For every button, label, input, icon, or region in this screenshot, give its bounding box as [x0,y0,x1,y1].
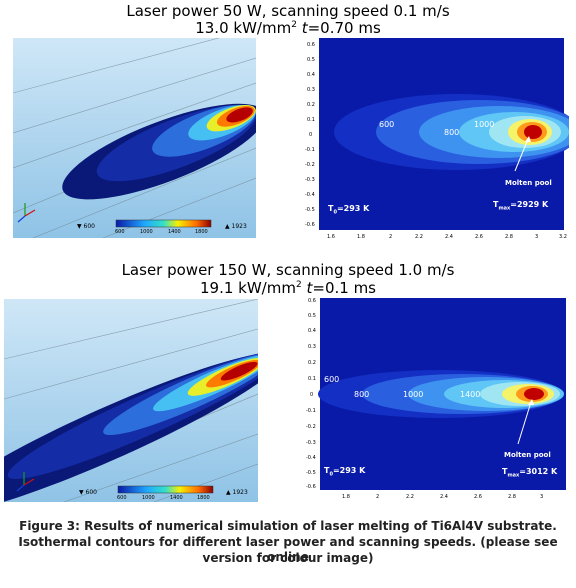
bottom-3d-view: ▼ 600 ▲ 1923 600 1000 1400 1800 [4,299,258,502]
top-ytick-0: 0.6 [307,42,315,48]
top-title-flux-sup: 2 [291,20,297,30]
top-ytick-6: 0 [309,132,313,138]
top-ytick-5: 0.1 [307,117,315,123]
bottom-t0-label: T0=293 K [324,466,366,478]
top-xtick-0: 1.6 [327,234,335,240]
top-3d-view: ▼ 600 ▲ 1923 600 1000 1400 1800 [13,38,256,238]
bottom-ytick-9: -0.3 [306,440,316,446]
bottom-xtick-4: 2.6 [474,494,482,500]
bottom-legend-min: ▼ 600 [79,489,97,496]
bottom-ytick-7: -0.1 [306,408,316,414]
bottom-tmax-label: Tmax=3012 K [502,467,558,479]
top-ytick-9: -0.3 [305,177,315,183]
top-title-line1: Laser power 50 W, scanning speed 0.1 m/s [126,2,450,20]
top-ytick-12: -0.6 [305,222,315,228]
top-ytick-10: -0.4 [305,192,315,198]
top-title-line2: 13.0 kW/mm2 t=0.70 ms [0,20,576,37]
bottom-cbar-tick-3: 1400 [170,495,183,501]
bottom-ytick-11: -0.5 [306,470,316,476]
top-title-time: =0.70 ms [307,19,381,37]
top-2d-map: 0.6 0.5 0.4 0.3 0.2 0.1 0 -0.1 -0.2 -0.3… [289,38,576,243]
bottom-xtick-3: 2.4 [440,494,448,500]
top-xtick-1: 1.8 [357,234,365,240]
bottom-title-time: =0.1 ms [312,279,376,297]
top-contour-label-1000: 1000 [474,120,495,129]
bottom-ytick-12: -0.6 [306,484,316,490]
top-ytick-4: 0.2 [307,102,315,108]
bottom-contour-label-1400: 1400 [460,390,481,399]
figure-caption-line3: version for colour image) [202,551,374,565]
top-cbar-tick-2: 1000 [140,229,153,235]
top-xtick-4: 2.4 [445,234,453,240]
bottom-cbar-tick-4: 1800 [197,495,210,501]
top-t0-label: T0=293 K [328,204,370,216]
top-legend-min: ▼ 600 [77,223,95,230]
top-molten-pool-label: Molten pool [505,179,552,187]
top-xtick-3: 2.2 [415,234,423,240]
top-ytick-1: 0.5 [307,57,315,63]
bottom-cbar-tick-2: 1000 [142,495,155,501]
figure-caption-line1: Figure 3: Results of numerical simulatio… [19,519,557,533]
bottom-xtick-5: 2.8 [508,494,516,500]
top-xtick-8: 3.2 [559,234,567,240]
bottom-ytick-4: 0.2 [308,360,316,366]
bottom-title-time-symbol: t [306,279,313,297]
bottom-xtick-2: 2.2 [406,494,414,500]
top-tmax-label: Tmax=2929 K [493,200,549,212]
top-cbar-tick-1: 600 [115,229,125,235]
bottom-title-line2: 19.1 kW/mm2 t=0.1 ms [0,280,576,297]
top-contour-label-800: 800 [444,128,460,137]
bottom-ytick-6: 0 [310,392,314,398]
bottom-xtick-6: 3 [540,494,544,500]
bottom-ytick-3: 0.3 [308,344,316,350]
bottom-ytick-0: 0.6 [308,298,316,304]
bottom-legend-max: ▲ 1923 [226,489,248,496]
bottom-cbar-tick-1: 600 [117,495,127,501]
top-ytick-7: -0.1 [305,147,315,153]
top-ytick-11: -0.5 [305,207,315,213]
axis-triad-icon [16,472,35,492]
bottom-molten-pool-label: Molten pool [504,451,551,459]
top-cbar-tick-3: 1400 [168,229,181,235]
bottom-ytick-1: 0.5 [308,313,316,319]
bottom-contour-label-1000: 1000 [403,390,424,399]
bottom-2d-map: 0.6 0.5 0.4 0.3 0.2 0.1 0 -0.1 -0.2 -0.3… [290,298,570,504]
top-ytick-3: 0.3 [307,87,315,93]
top-title-flux: 13.0 kW/mm [195,19,292,37]
top-xtick-5: 2.6 [475,234,483,240]
bottom-xtick-0: 1.8 [342,494,350,500]
bottom-title-flux-sup: 2 [295,280,302,290]
top-title-time-symbol: t [301,19,308,37]
top-cbar-tick-4: 1800 [195,229,208,235]
top-xtick-6: 2.8 [505,234,513,240]
bottom-title-line1: Laser power 150 W, scanning speed 1.0 m/… [121,261,455,279]
top-ytick-2: 0.4 [307,72,315,78]
top-contour-label-600: 600 [379,120,395,129]
bottom-ytick-5: 0.1 [308,376,316,382]
top-xtick-2: 2 [389,234,393,240]
bottom-contour-label-800: 800 [354,390,370,399]
figure-caption-line2: Isothermal contours for different laser … [18,535,558,564]
bottom-ytick-8: -0.2 [306,424,316,430]
top-legend-max: ▲ 1923 [225,223,247,230]
bottom-xtick-1: 2 [376,494,380,500]
bottom-title-flux: 19.1 kW/mm [200,279,296,297]
top-ytick-8: -0.2 [305,162,315,168]
bottom-ytick-10: -0.4 [306,455,316,461]
axis-triad-icon [17,203,36,223]
top-xtick-7: 3 [535,234,539,240]
bottom-contour-label-600: 600 [324,375,340,384]
bottom-ytick-2: 0.4 [308,328,316,334]
